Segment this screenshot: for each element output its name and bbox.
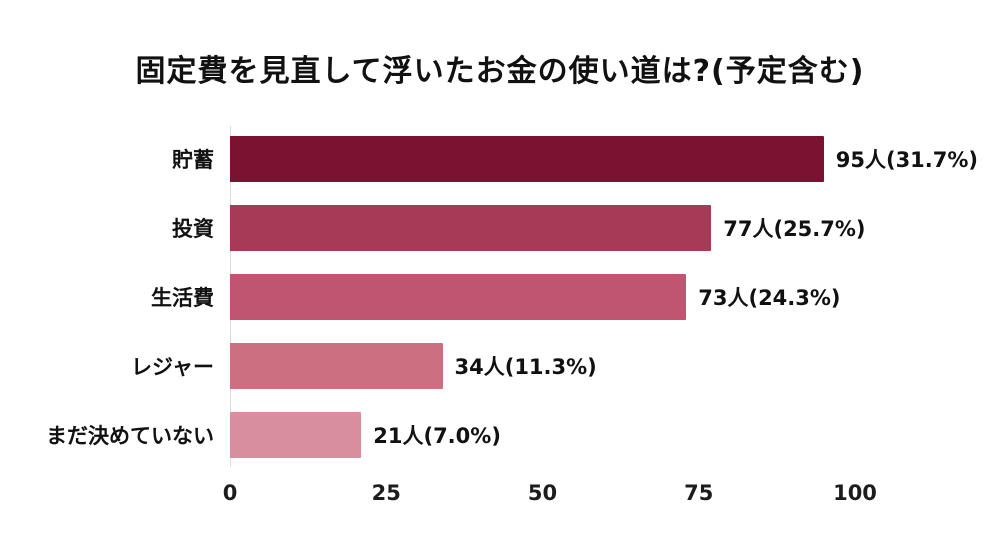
value-label: 73人(24.3%) <box>698 285 841 310</box>
bar <box>230 411 362 458</box>
value-label: 77人(25.7%) <box>723 216 866 241</box>
x-tick-label: 50 <box>527 481 558 505</box>
x-tick-label: 100 <box>833 481 877 505</box>
chart-title: 固定費を見直して浮いたお金の使い道は?(予定含む) <box>135 54 865 89</box>
bar <box>230 273 687 320</box>
category-label: まだ決めていない <box>46 423 214 448</box>
bar-track: 77人(25.7%) <box>230 204 866 251</box>
x-axis: 0 25 50 75 100 <box>223 481 877 513</box>
category-label: 生活費 <box>151 285 214 310</box>
category-label: レジャー <box>131 354 214 379</box>
chart-rows: 貯蓄 95人(31.7%) 投資 77人(25.7%) 生活費 73人(24.3%) レジャ… <box>0 124 1000 469</box>
category-label: 投資 <box>172 216 214 241</box>
bar <box>230 135 824 182</box>
bar-chart: 貯蓄 95人(31.7%) 投資 77人(25.7%) 生活費 73人(24.3%) レジャ… <box>0 124 1000 513</box>
bar-track: 34人(11.3%) <box>230 342 855 389</box>
value-label: 95人(31.7%) <box>835 147 979 172</box>
chart-row: まだ決めていない 21人(7.0%) <box>0 400 1000 469</box>
bar <box>230 204 712 251</box>
x-tick-label: 75 <box>684 481 714 505</box>
value-label: 34人(11.3%) <box>454 354 597 379</box>
x-tick-label: 25 <box>371 481 401 505</box>
x-tick-label: 0 <box>222 481 238 505</box>
value-label: 21人(7.0%) <box>373 423 501 448</box>
chart-row: レジャー 34人(11.3%) <box>0 331 1000 400</box>
chart-row: 生活費 73人(24.3%) <box>0 262 1000 331</box>
bar <box>230 342 443 389</box>
category-label: 貯蓄 <box>172 147 214 172</box>
chart-row: 投資 77人(25.7%) <box>0 193 1000 262</box>
bar-track: 73人(24.3%) <box>230 273 855 320</box>
bar-track: 21人(7.0%) <box>230 411 855 458</box>
chart-row: 貯蓄 95人(31.7%) <box>0 124 1000 193</box>
bar-track: 95人(31.7%) <box>230 135 978 182</box>
